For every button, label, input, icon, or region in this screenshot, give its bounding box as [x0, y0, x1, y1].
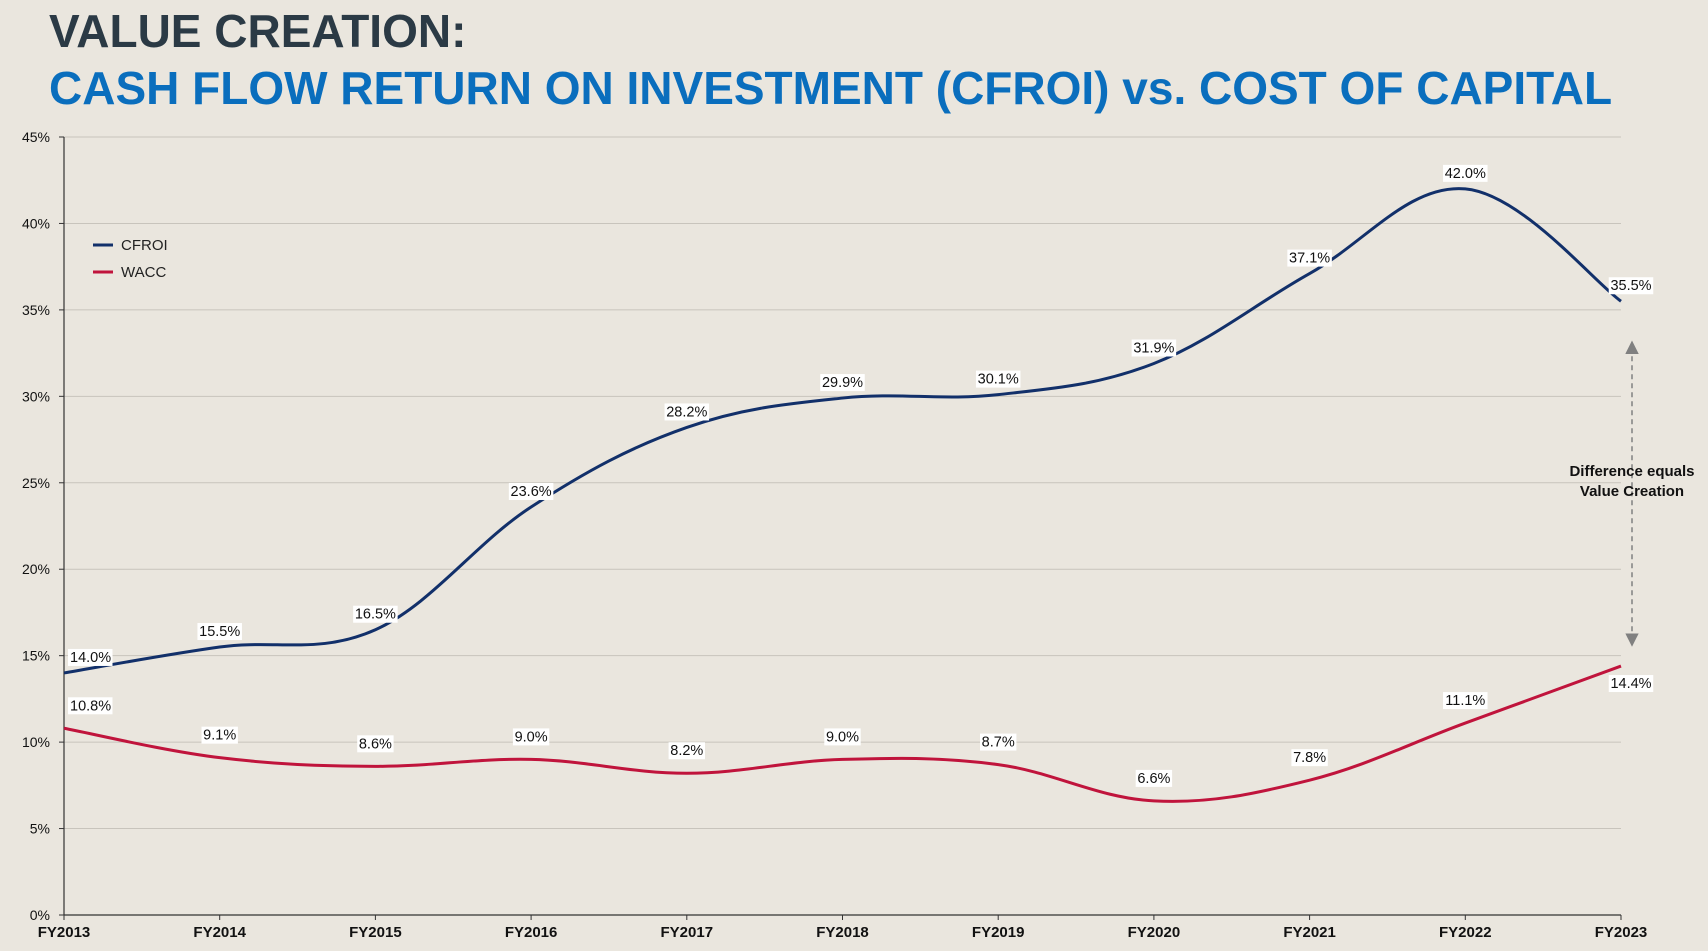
- gridlines: [64, 136, 1621, 830]
- y-tick-label: 45%: [22, 129, 50, 145]
- wacc-data-label: 9.1%: [203, 728, 236, 744]
- cfroi-data-label-bg: [1131, 339, 1177, 357]
- y-tick-label: 25%: [22, 475, 50, 491]
- cfroi-data-label: 14.0%: [70, 650, 111, 666]
- title-block: VALUE CREATION: CASH FLOW RETURN ON INVE…: [49, 4, 1612, 118]
- legend: CFROI WACC: [93, 237, 168, 281]
- x-tick-label: FY2021: [1283, 924, 1336, 941]
- wacc-data-label: 10.8%: [70, 698, 111, 714]
- axes: 0% 5% 10% 15% 20% 25% 30% 35% 40% 45% FY2013 FY2014…: [22, 129, 1647, 941]
- wacc-data-label-bg: [357, 735, 394, 753]
- wacc-data-label: 6.6%: [1137, 771, 1170, 787]
- wacc-data-label-bg: [1443, 692, 1488, 710]
- x-tick-label: FY2023: [1595, 924, 1648, 941]
- legend-label-cfroi: CFROI: [121, 237, 168, 254]
- wacc-data-label: 14.4%: [1610, 676, 1651, 692]
- x-tick-label: FY2020: [1128, 924, 1181, 941]
- cfroi-data-label: 30.1%: [978, 372, 1019, 388]
- legend-label-wacc: WACC: [121, 264, 166, 281]
- cfroi-data-label-bg: [508, 482, 554, 500]
- cfroi-data-label-bg: [820, 374, 865, 392]
- wacc-data-label: 7.8%: [1293, 750, 1326, 766]
- y-tick-label: 0%: [30, 907, 50, 923]
- cfroi-data-label: 31.9%: [1133, 340, 1174, 356]
- annotation-text: Value Creation: [1580, 483, 1684, 500]
- annotation: Difference equals Value Creation: [1569, 340, 1695, 647]
- x-tick-label: FY2018: [816, 924, 869, 941]
- wacc-data-label: 11.1%: [1445, 693, 1485, 709]
- page-subtitle: CASH FLOW RETURN ON INVESTMENT (CFROI) v…: [49, 62, 1613, 114]
- wacc-data-label: 8.7%: [982, 735, 1015, 751]
- wacc-data-label-bg: [1135, 769, 1173, 787]
- series-lines: [63, 187, 1622, 803]
- x-tick-label: FY2014: [193, 924, 246, 941]
- y-tick-label: 35%: [22, 302, 50, 318]
- cfroi-data-label: 28.2%: [666, 404, 707, 420]
- wacc-data-label: 8.6%: [359, 736, 392, 752]
- cfroi-data-label: 37.1%: [1289, 251, 1330, 267]
- cfroi-data-label-bg: [197, 623, 242, 641]
- x-tick-label: FY2016: [505, 924, 558, 941]
- x-tick-label: FY2017: [661, 924, 714, 941]
- y-tick-label: 40%: [22, 215, 50, 231]
- cfroi-data-label-bg: [975, 370, 1021, 388]
- x-tick-label: FY2013: [38, 924, 91, 941]
- wacc-line: [63, 664, 1622, 803]
- cfroi-data-label: 29.9%: [822, 375, 863, 391]
- wacc-data-label-bg: [68, 697, 113, 715]
- x-tick-label: FY2022: [1439, 924, 1492, 941]
- cfroi-data-label-bg: [68, 648, 113, 666]
- wacc-data-label: 9.0%: [826, 729, 859, 745]
- x-tick-label: FY2015: [349, 924, 402, 941]
- wacc-data-label: 9.0%: [515, 729, 548, 745]
- cfroi-line: [63, 187, 1622, 675]
- wacc-data-label-bg: [1291, 749, 1328, 767]
- wacc-data-label-bg: [1608, 675, 1654, 693]
- x-tick-label: FY2019: [972, 924, 1025, 941]
- cfroi-data-label-bg: [1287, 249, 1332, 267]
- cfroi-data-label-bg: [1608, 277, 1654, 295]
- y-tick-label: 5%: [30, 821, 50, 837]
- wacc-data-label-bg: [980, 733, 1017, 751]
- cfroi-data-label: 23.6%: [511, 484, 552, 500]
- cfroi-data-label: 15.5%: [199, 624, 240, 640]
- wacc-data-label: 8.2%: [670, 743, 703, 759]
- cfroi-data-label-bg: [353, 605, 398, 623]
- y-tick-label: 30%: [22, 388, 50, 404]
- wacc-data-label-bg: [824, 728, 861, 746]
- wacc-data-label-bg: [201, 726, 238, 744]
- data-labels: 14.0% 15.5% 16.5% 23.6% 28.2% 29.9% 30.1% 31.9%…: [68, 164, 1654, 787]
- wacc-data-label-bg: [512, 728, 550, 746]
- annotation-text: Difference equals: [1569, 463, 1694, 480]
- y-tick-label: 20%: [22, 561, 50, 577]
- y-tick-label: 10%: [22, 734, 50, 750]
- cfroi-data-label-bg: [664, 403, 710, 421]
- y-tick-label: 15%: [22, 648, 50, 664]
- page-title: VALUE CREATION:: [49, 5, 467, 57]
- cfroi-data-label: 42.0%: [1445, 166, 1486, 182]
- wacc-data-label-bg: [668, 742, 705, 760]
- cfroi-data-label: 16.5%: [355, 607, 396, 623]
- cfroi-data-label-bg: [1443, 164, 1488, 182]
- cfroi-data-label: 35.5%: [1610, 278, 1651, 294]
